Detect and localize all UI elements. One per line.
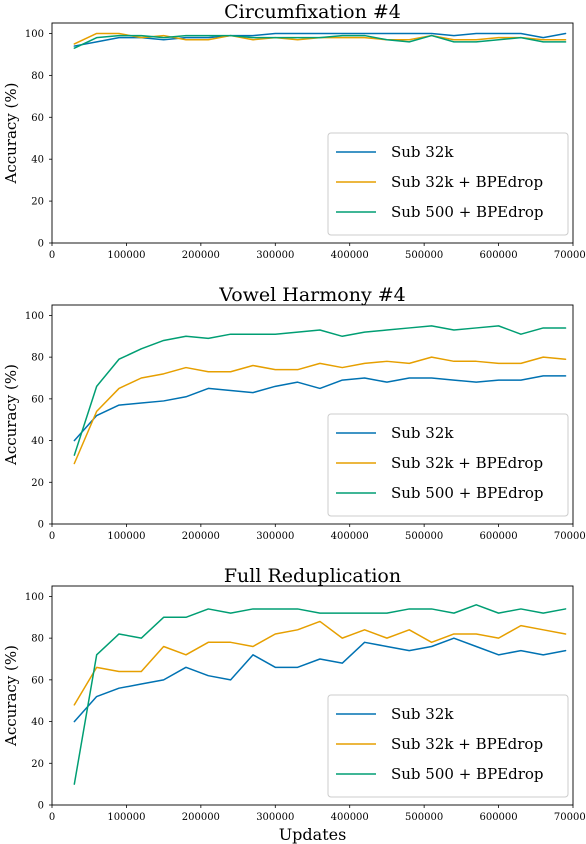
y-tick-label: 0 [38,239,44,250]
x-tick-label: 0 [49,531,55,542]
y-axis-label: Accuracy (%) [2,82,20,184]
legend-label-2: Sub 32k + BPEdrop [391,173,543,191]
x-tick-label: 100000 [107,531,145,542]
legend: Sub 32k Sub 32k + BPEdrop Sub 500 + BPEdro… [327,132,569,236]
x-tick-label: 0 [49,250,55,261]
chart-title: Circumfixation #4 [224,1,401,23]
legend: Sub 32k Sub 32k + BPEdrop Sub 500 + BPEdro… [327,694,569,798]
plot-area [51,585,574,806]
legend-box [327,132,569,236]
x-tick-label: 400000 [331,250,369,261]
x-tick-label: 700000 [554,531,586,542]
x-tick-label: 500000 [405,250,443,261]
chart-panel-1: Circumfixation #4 Accuracy (%) 0 20 40 60 80 10… [2,1,586,261]
legend-label-3: Sub 500 + BPEdrop [391,765,544,783]
legend-label-3: Sub 500 + BPEdrop [391,484,544,502]
y-tick-label: 20 [31,478,44,489]
x-tick-label: 700000 [554,812,586,823]
legend-label-1: Sub 32k [391,143,454,161]
x-tick-label: 100000 [107,250,145,261]
chart-panel-2: Vowel Harmony #4 Accuracy (%) 0 20 40 60 80 100… [2,284,586,542]
x-tick-label: 400000 [331,812,369,823]
x-tick-label: 0 [49,812,55,823]
y-tick-label: 100 [25,311,44,322]
plot-area [51,304,574,525]
series-line-1 [73,375,567,442]
y-tick-label: 20 [31,197,44,208]
y-tick-label: 0 [38,520,44,531]
x-tick-label: 500000 [405,531,443,542]
y-tick-label: 40 [31,436,44,447]
y-tick-label: 40 [31,717,44,728]
x-tick-label: 700000 [554,250,586,261]
x-tick-label: 300000 [256,531,294,542]
y-tick-label: 60 [31,113,44,124]
y-tick-label: 80 [31,634,44,645]
y-axis-label: Accuracy (%) [2,364,20,466]
x-tick-label: 300000 [256,812,294,823]
chart-title: Full Reduplication [224,565,401,587]
x-tick-label: 600000 [479,250,517,261]
legend-label-1: Sub 32k [391,424,454,442]
chart-title: Vowel Harmony #4 [218,284,406,306]
x-tick-label: 600000 [479,531,517,542]
x-tick-label: 200000 [182,531,220,542]
x-tick-label: 400000 [331,531,369,542]
legend-label-3: Sub 500 + BPEdrop [391,203,544,221]
y-tick-label: 40 [31,155,44,166]
legend-label-2: Sub 32k + BPEdrop [391,735,543,753]
y-tick-label: 80 [31,71,44,82]
y-tick-label: 100 [25,592,44,603]
legend-label-1: Sub 32k [391,705,454,723]
y-tick-label: 20 [31,759,44,770]
x-tick-label: 300000 [256,250,294,261]
series-line-1 [73,32,567,47]
legend-box [327,413,569,517]
x-tick-label: 200000 [182,250,220,261]
series-line-3 [73,604,567,785]
x-tick-label: 100000 [107,812,145,823]
x-tick-label: 200000 [182,812,220,823]
chart-panel-3: Full Reduplication Accuracy (%) Updates 0 20… [2,565,586,844]
legend-label-2: Sub 32k + BPEdrop [391,454,543,472]
y-tick-label: 60 [31,394,44,405]
legend-box [327,694,569,798]
series-line-2 [73,356,567,465]
y-tick-label: 60 [31,675,44,686]
series-line-2 [73,620,567,706]
x-tick-label: 500000 [405,812,443,823]
legend: Sub 32k Sub 32k + BPEdrop Sub 500 + BPEdro… [327,413,569,517]
x-tick-label: 600000 [479,812,517,823]
series-line-1 [73,637,567,723]
y-tick-label: 80 [31,353,44,364]
series-line-3 [73,34,567,49]
series-line-3 [73,325,567,456]
y-tick-label: 100 [25,29,44,40]
y-axis-label: Accuracy (%) [2,645,20,747]
plot-area [51,22,574,244]
y-tick-label: 0 [38,801,44,812]
x-axis-label: Updates [279,825,347,844]
